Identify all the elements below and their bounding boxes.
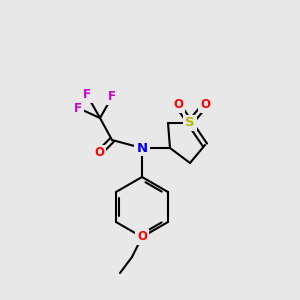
Text: F: F — [74, 101, 82, 115]
Text: F: F — [108, 91, 116, 103]
Text: O: O — [137, 230, 147, 244]
Text: F: F — [83, 88, 91, 101]
Text: N: N — [136, 142, 148, 154]
Text: O: O — [94, 146, 104, 160]
Text: O: O — [200, 98, 210, 112]
Text: O: O — [173, 98, 183, 112]
Text: S: S — [185, 116, 195, 130]
